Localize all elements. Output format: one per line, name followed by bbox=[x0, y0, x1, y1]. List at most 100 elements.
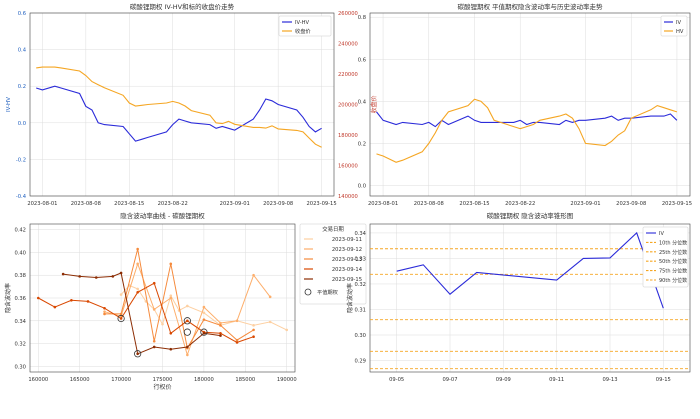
c3-series-point-4 bbox=[111, 275, 115, 278]
c1-series-line-1 bbox=[36, 66, 322, 148]
c3-title: 隐含波动率曲线 - 碳酸锂期权 bbox=[120, 211, 205, 220]
c3-series-point-3 bbox=[53, 305, 57, 309]
c3-series-point-0 bbox=[136, 287, 139, 291]
c3-atm-marker bbox=[200, 328, 208, 336]
c3-legend-label-2: 2023-09-13 bbox=[332, 257, 362, 263]
c4-title: 碳酸锂期权 隐含波动率锥形图 bbox=[487, 211, 574, 220]
c3-series-point-2 bbox=[219, 324, 222, 327]
c1-y-tick-label: 0.2 bbox=[18, 84, 26, 90]
c1-x-tick-label: 2023-09-15 bbox=[307, 201, 337, 207]
c4-legend-label-2: 25th 分位数 bbox=[659, 249, 687, 256]
c3-y-tick-label: 0.32 bbox=[14, 342, 26, 348]
c1-x-tick-label: 2023-08-08 bbox=[71, 201, 101, 207]
c3-x-tick-label: 165000 bbox=[70, 377, 90, 383]
c2-x-tick-label: 2023-08-08 bbox=[414, 201, 444, 207]
c3-series-point-4 bbox=[186, 345, 189, 349]
c4-legend-label-1: 10th 分位数 bbox=[659, 239, 687, 246]
c3-series-point-1 bbox=[202, 305, 206, 309]
c3-series-point-4 bbox=[136, 352, 139, 356]
c3-atm-marker bbox=[134, 350, 142, 358]
c3-series-point-3 bbox=[136, 291, 139, 294]
c4-x-tick-label: 09-11 bbox=[549, 377, 564, 383]
c3-x-tick-label: 190000 bbox=[277, 377, 297, 383]
c3-x-tick-label: 180000 bbox=[194, 377, 214, 383]
c4-y-axis-label: 隐含波动率 bbox=[346, 283, 354, 313]
c3-series-point-0 bbox=[252, 324, 255, 327]
c2-title: 碳酸锂期权 平值期权隐含波动率与历史波动率走势 bbox=[457, 2, 603, 11]
c3-series-point-1 bbox=[136, 262, 139, 266]
c3-series-point-3 bbox=[235, 341, 239, 344]
c3-atm-marker bbox=[183, 328, 191, 336]
c3-series-point-0 bbox=[268, 320, 272, 324]
c1-x-tick-label: 2023-09-08 bbox=[263, 201, 293, 207]
c1-y-axis-label: IV-HV bbox=[6, 97, 12, 112]
c2-y-tick-label: 0.2 bbox=[358, 141, 366, 147]
c1-legend-label-1: 收盘价 bbox=[295, 27, 311, 35]
c3-series-point-2 bbox=[252, 328, 255, 332]
c3-series-point-4 bbox=[61, 272, 65, 276]
c3-series-point-4 bbox=[202, 331, 206, 335]
c3-series-point-0 bbox=[169, 294, 173, 298]
c3-series-point-3 bbox=[152, 281, 156, 285]
c1-y2-tick-label: 240000 bbox=[338, 42, 358, 48]
c3-series-point-2 bbox=[152, 339, 156, 343]
c3-legend-marker bbox=[304, 288, 312, 296]
c3-series-point-1 bbox=[103, 310, 106, 313]
c2-x-tick-label: 2023-09-08 bbox=[616, 201, 646, 207]
c4-y-tick-label: 0.30 bbox=[354, 333, 366, 339]
c3-series-point-4 bbox=[119, 271, 123, 275]
c1-y-tick-label: -0.4 bbox=[16, 194, 27, 200]
c4-y-tick-label: 0.32 bbox=[354, 282, 366, 288]
c3-series-point-1 bbox=[268, 295, 272, 299]
c3-y-tick-label: 0.42 bbox=[14, 228, 26, 234]
c2-x-tick-label: 2023-09-15 bbox=[662, 201, 692, 207]
c3-series-point-1 bbox=[152, 308, 156, 311]
c3-series-point-4 bbox=[78, 275, 81, 278]
c4-y-tick-label: 0.29 bbox=[354, 359, 366, 365]
c1-x-tick-label: 2023-08-15 bbox=[114, 201, 144, 207]
c3-series-point-1 bbox=[219, 321, 222, 325]
c3-series-point-1 bbox=[252, 273, 255, 277]
c2-y-tick-label: 0.4 bbox=[358, 99, 367, 105]
c3-legend-label-0: 2023-09-11 bbox=[332, 237, 362, 243]
c3-y-tick-label: 0.38 bbox=[14, 273, 26, 279]
c1-y2-tick-label: 140000 bbox=[338, 194, 358, 200]
c3-series-point-4 bbox=[219, 334, 222, 337]
c3-series-point-0 bbox=[119, 293, 123, 296]
c3-series-point-1 bbox=[235, 319, 239, 323]
c1-y2-tick-label: 260000 bbox=[338, 11, 358, 17]
c3-y-tick-label: 0.30 bbox=[14, 364, 26, 370]
c1-y-tick-label: 0.6 bbox=[18, 11, 26, 17]
c4-y-tick-label: 0.31 bbox=[354, 307, 366, 313]
c1-y-tick-label: -0.2 bbox=[16, 157, 26, 163]
c4-y-tick-label: 0.33 bbox=[354, 256, 366, 262]
c3-series-point-0 bbox=[186, 304, 189, 308]
c3-series-point-2 bbox=[235, 338, 239, 342]
c3-series-point-3 bbox=[219, 331, 222, 335]
c3-series-point-3 bbox=[86, 300, 90, 303]
c3-series-point-2 bbox=[136, 247, 139, 251]
c4-plot-frame bbox=[369, 223, 691, 373]
c2-x-tick-label: 2023-08-22 bbox=[505, 201, 535, 207]
c4-x-tick-label: 09-05 bbox=[389, 377, 404, 383]
c1-y2-tick-label: 180000 bbox=[338, 133, 358, 139]
c4-y-tick-label: 0.34 bbox=[354, 231, 366, 237]
c2-x-tick-label: 2023-08-15 bbox=[459, 201, 489, 207]
c2-series-line-1 bbox=[376, 98, 678, 163]
c1-plot-frame bbox=[29, 12, 335, 197]
c4-legend-label-5: 90th 分位数 bbox=[659, 277, 687, 284]
c3-x-tick-label: 175000 bbox=[153, 377, 173, 383]
c4-legend-label-4: 75th 分位数 bbox=[659, 268, 687, 275]
c2-series-line-0 bbox=[376, 111, 678, 128]
c1-y2-tick-label: 220000 bbox=[338, 72, 358, 78]
c3-series-line-3 bbox=[38, 282, 254, 343]
c3-series-line-4 bbox=[63, 272, 221, 355]
c3-x-tick-label: 170000 bbox=[111, 377, 131, 383]
c3-series-point-3 bbox=[70, 298, 73, 302]
c3-x-axis-label: 行权价 bbox=[153, 383, 171, 391]
c1-y-tick-label: 0.4 bbox=[18, 48, 27, 54]
c3-legend-label-3: 2023-09-14 bbox=[332, 267, 363, 273]
c1-y2-tick-label: 160000 bbox=[338, 164, 358, 170]
c4-x-tick-label: 09-13 bbox=[602, 377, 617, 383]
